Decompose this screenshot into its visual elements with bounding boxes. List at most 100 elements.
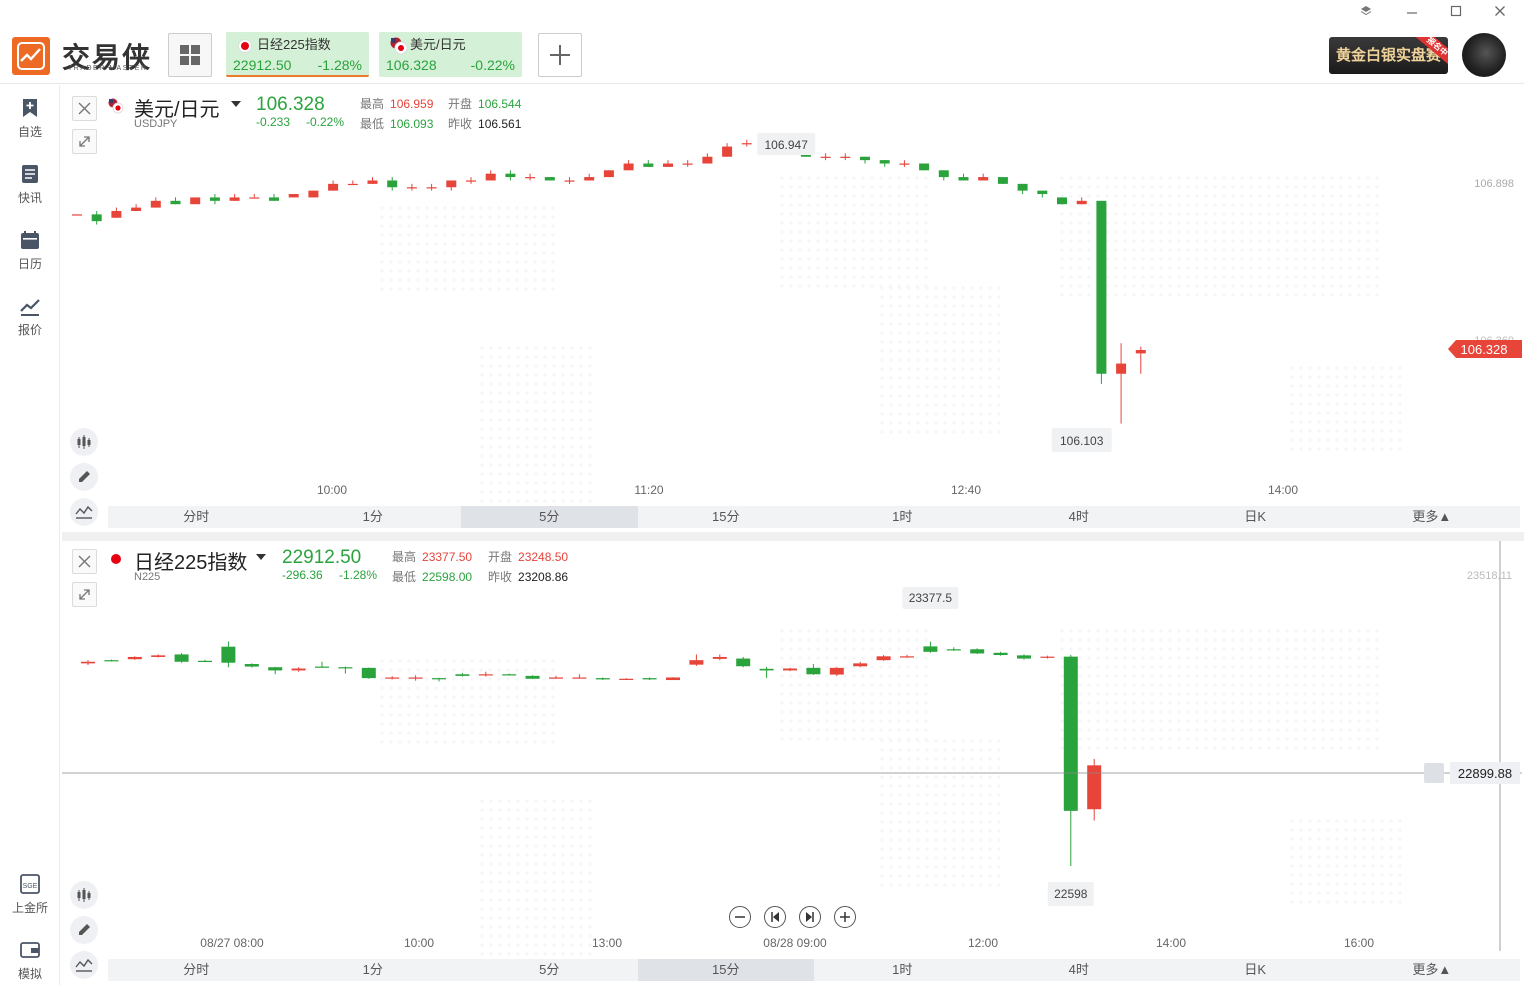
panel-divider[interactable]	[62, 532, 1524, 541]
candle	[221, 641, 236, 668]
candle-body	[549, 677, 563, 679]
sidebar-item-news[interactable]: 快讯	[0, 163, 60, 217]
timeframe-0[interactable]: 分时	[183, 962, 210, 977]
timeframe-4[interactable]: 1时	[892, 509, 913, 524]
chevron-down-icon[interactable]	[231, 101, 241, 107]
world-map-background	[380, 629, 1402, 956]
candle	[131, 204, 142, 211]
candle-body	[478, 674, 493, 676]
timeframe-2[interactable]: 5分	[461, 506, 638, 528]
trend-tool-button[interactable]	[70, 951, 98, 979]
timeframe-1[interactable]: 1分	[362, 962, 383, 977]
candle	[426, 183, 437, 191]
candle	[190, 197, 201, 205]
candle	[104, 659, 119, 662]
candlestick-chart-usdjpy[interactable]: 106.947106.103106.898106.360106.32810:00…	[62, 88, 1524, 532]
close-panel-button[interactable]	[72, 549, 97, 574]
candle-body	[338, 667, 353, 669]
close-panel-button[interactable]	[72, 96, 97, 121]
candle	[308, 190, 319, 198]
candle	[595, 677, 610, 681]
indicator-tool-button[interactable]	[70, 881, 98, 909]
candle	[1017, 654, 1031, 660]
trend-tool-button[interactable]	[70, 498, 98, 526]
expand-icon	[79, 136, 90, 147]
timeframe-1[interactable]: 1分	[362, 509, 383, 524]
candle-body	[525, 177, 536, 179]
timeframe-6[interactable]: 日K	[1244, 509, 1267, 524]
timeframe-3[interactable]: 15分	[637, 959, 814, 981]
logo-icon	[12, 37, 50, 75]
tab-name: 美元/日元	[410, 37, 466, 52]
sidebar-item-simulate[interactable]: 模拟	[0, 939, 60, 985]
candle	[783, 667, 797, 672]
expand-panel-button[interactable]	[72, 582, 97, 607]
sidebar-item-quotes[interactable]: 报价	[0, 295, 60, 349]
add-tab-button[interactable]	[538, 33, 582, 77]
skip-forward-icon	[806, 912, 814, 922]
candle-body	[485, 173, 496, 181]
timeframe-0[interactable]: 分时	[183, 509, 210, 524]
expand-panel-button[interactable]	[72, 129, 97, 154]
promo-banner[interactable]: 黄金白银实盘赛 报名中	[1329, 37, 1448, 74]
scroll-start-button[interactable]	[764, 906, 786, 928]
maximize-icon[interactable]	[1444, 2, 1468, 24]
min-marker-label: 106.103	[1060, 434, 1104, 448]
candle	[478, 671, 493, 677]
timeframe-5[interactable]: 4时	[1068, 962, 1089, 977]
timeframe-5[interactable]: 4时	[1068, 509, 1089, 524]
timeframe-2[interactable]: 5分	[539, 962, 560, 977]
candle-body	[666, 677, 680, 681]
news-list-icon	[22, 165, 38, 183]
indicator-tool-button[interactable]	[70, 428, 98, 456]
candle-body	[682, 163, 693, 165]
candle	[387, 177, 398, 191]
avatar[interactable]	[1462, 33, 1506, 77]
candle	[900, 654, 914, 658]
candle	[958, 173, 969, 181]
candle-body	[712, 656, 727, 659]
timeframe-3[interactable]: 15分	[712, 509, 740, 524]
candle	[127, 656, 142, 660]
sidebar-item-sge[interactable]: SGE 上金所	[0, 873, 60, 927]
timeframe-7[interactable]: 更多▲	[1412, 962, 1452, 977]
draw-tool-button[interactable]	[70, 916, 98, 944]
timeframe-7[interactable]: 更多▲	[1412, 509, 1452, 524]
candle-body	[1017, 655, 1031, 659]
zoom-in-button[interactable]	[834, 906, 856, 928]
scroll-end-button[interactable]	[799, 906, 821, 928]
candlestick-chart-nikkei225[interactable]: 22899.88 23518.11 23377.5 22598 08/27 08:00 1…	[62, 541, 1524, 985]
close-icon[interactable]	[1488, 2, 1512, 24]
max-marker-label: 23377.5	[909, 591, 953, 605]
candle	[111, 207, 122, 218]
candle-body	[722, 146, 733, 157]
candle	[923, 641, 938, 653]
plus-icon	[840, 912, 850, 922]
x-axis-label: 08/27 08:00	[200, 936, 264, 950]
candle	[432, 677, 446, 682]
sidebar-item-watchlist[interactable]: 自选	[0, 97, 60, 151]
minimize-icon[interactable]	[1400, 2, 1424, 24]
stat-prev-close: 昨收 23208.86	[488, 570, 569, 584]
chevron-down-icon[interactable]	[256, 554, 266, 560]
timeframe-4[interactable]: 1时	[892, 962, 913, 977]
candle	[666, 677, 680, 681]
candle-body	[879, 160, 890, 164]
tab-nikkei225[interactable]: 日经225指数 22912.50 -1.28%	[226, 32, 369, 77]
symbol-name[interactable]: 美元/日元	[134, 99, 220, 121]
app-subtitle: TRADER MASTER	[68, 65, 148, 72]
symbol-name[interactable]: 日经225指数	[134, 552, 248, 574]
timeframe-6[interactable]: 日K	[1244, 962, 1267, 977]
candle	[876, 655, 891, 661]
candle	[81, 660, 95, 665]
layout-grid-button[interactable]	[168, 33, 212, 77]
sidebar-item-calendar[interactable]: 日历	[0, 229, 60, 283]
candle-body	[938, 170, 949, 178]
zoom-out-button[interactable]	[729, 906, 751, 928]
draw-tool-button[interactable]	[70, 463, 98, 491]
candle-body	[308, 190, 319, 198]
layers-icon[interactable]	[1354, 2, 1378, 24]
tab-usdjpy[interactable]: 美元/日元 106.328 -0.22%	[379, 32, 522, 77]
max-marker-box	[902, 587, 959, 609]
stat-low: 最低 106.093	[360, 117, 434, 131]
